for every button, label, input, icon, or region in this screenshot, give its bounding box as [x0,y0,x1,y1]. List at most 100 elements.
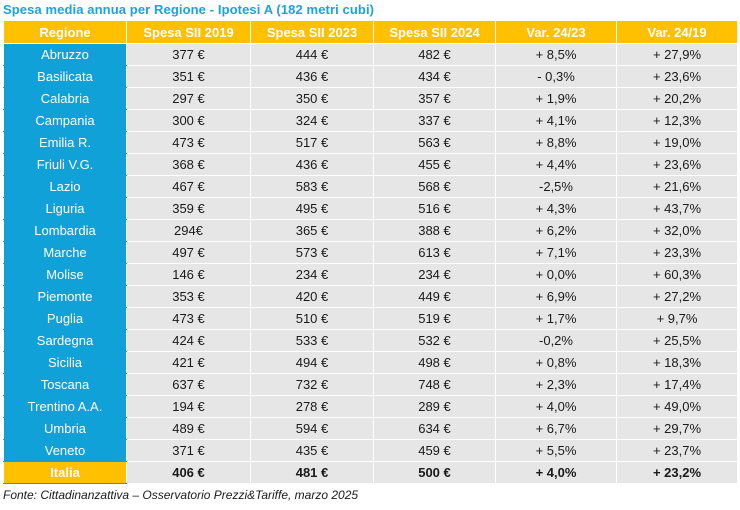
total-var-24-23-cell: + 4,0% [495,461,617,484]
var-24-19-cell: + 32,0% [616,219,738,242]
var-24-23-cell: + 7,1% [495,241,617,264]
spesa-2019-cell: 473 € [126,131,251,154]
spesa-2023-cell: 234 € [250,263,374,286]
table-row: Emilia R. 473 €517 €563 € + 8,8% + 19,0% [3,131,738,154]
region-cell: Puglia [3,307,127,330]
region-cell: Sicilia [3,351,127,374]
var-24-23-cell: + 0,8% [495,351,617,374]
table-row: Marche 497 €573 €613 € + 7,1% + 23,3% [3,241,738,264]
spesa-2023-cell: 510 € [250,307,374,330]
spesa-2019-cell: 353 € [126,285,251,308]
region-cell: Piemonte [3,285,127,308]
spesa-2024-cell: 613 € [373,241,496,264]
spesa-2019-cell: 297 € [126,87,251,110]
var-24-23-cell: + 8,5% [495,43,617,66]
spesa-2023-cell: 494 € [250,351,374,374]
var-24-19-cell: + 25,5% [616,329,738,352]
table-row: Liguria 359 €495 €516 € + 4,3% + 43,7% [3,197,738,220]
spesa-2024-cell: 455 € [373,153,496,176]
total-spesa-2023-cell: 481 € [250,461,374,484]
spesa-2024-cell: 519 € [373,307,496,330]
region-cell: Molise [3,263,127,286]
header-var-24-23: Var. 24/23 [495,20,617,44]
region-cell: Basilicata [3,65,127,88]
var-24-19-cell: + 18,3% [616,351,738,374]
region-cell: Veneto [3,439,127,462]
var-24-19-cell: + 21,6% [616,175,738,198]
spesa-2023-cell: 420 € [250,285,374,308]
spesa-2019-cell: 424 € [126,329,251,352]
spesa-2023-cell: 583 € [250,175,374,198]
var-24-23-cell: + 2,3% [495,373,617,396]
var-24-23-cell: -2,5% [495,175,617,198]
var-24-23-cell: + 6,2% [495,219,617,242]
var-24-23-cell: + 6,9% [495,285,617,308]
table-row: Molise 146 €234 €234 € + 0,0% + 60,3% [3,263,738,286]
spesa-2023-cell: 324 € [250,109,374,132]
spesa-2019-cell: 497 € [126,241,251,264]
table-row: Veneto 371 €435 €459 € + 5,5% + 23,7% [3,439,738,462]
table-row: Campania 300 €324 €337 € + 4,1% + 12,3% [3,109,738,132]
spesa-2019-cell: 294€ [126,219,251,242]
var-24-19-cell: + 23,6% [616,153,738,176]
spesa-2019-cell: 637 € [126,373,251,396]
table-row: Toscana 637 €732 €748 € + 2,3% + 17,4% [3,373,738,396]
spesa-2023-cell: 436 € [250,65,374,88]
table-row: Umbria 489 €594 €634 € + 6,7% + 29,7% [3,417,738,440]
region-cell: Toscana [3,373,127,396]
var-24-23-cell: + 8,8% [495,131,617,154]
spesa-2019-cell: 473 € [126,307,251,330]
spesa-2023-cell: 436 € [250,153,374,176]
spesa-2024-cell: 434 € [373,65,496,88]
spesa-2024-cell: 337 € [373,109,496,132]
table-row: Lombardia 294€ 365 €388 € + 6,2% + 32,0% [3,219,738,242]
total-spesa-2024-cell: 500 € [373,461,496,484]
spesa-2023-cell: 594 € [250,417,374,440]
spesa-2024-cell: 388 € [373,219,496,242]
var-24-23-cell: + 1,9% [495,87,617,110]
header-var-24-19: Var. 24/19 [616,20,738,44]
spesa-2019-cell: 194 € [126,395,251,418]
var-24-23-cell: + 4,0% [495,395,617,418]
header-spesa-2024: Spesa SII 2024 [373,20,496,44]
region-cell: Campania [3,109,127,132]
table-row: Sicilia 421 €494 €498 € + 0,8% + 18,3% [3,351,738,374]
spesa-2019-cell: 300 € [126,109,251,132]
var-24-19-cell: + 27,2% [616,285,738,308]
spesa-2024-cell: 449 € [373,285,496,308]
table-body: Abruzzo 377 €444 €482 € + 8,5% + 27,9% Basil… [3,43,738,484]
total-row: Italia 406 €481 €500 € + 4,0% + 23,2% [3,461,738,484]
var-24-23-cell: + 4,3% [495,197,617,220]
spesa-2023-cell: 444 € [250,43,374,66]
var-24-23-cell: + 0,0% [495,263,617,286]
spesa-2023-cell: 517 € [250,131,374,154]
spesa-2023-cell: 365 € [250,219,374,242]
spesa-2023-cell: 435 € [250,439,374,462]
var-24-19-cell: + 49,0% [616,395,738,418]
header-spesa-2019: Spesa SII 2019 [126,20,251,44]
region-cell: Emilia R. [3,131,127,154]
spending-table: Regione Spesa SII 2019 Spesa SII 2023 Sp… [3,20,738,484]
var-24-19-cell: + 23,6% [616,65,738,88]
table-row: Basilicata 351 €436 €434 € - 0,3% + 23,6% [3,65,738,88]
var-24-19-cell: + 43,7% [616,197,738,220]
region-cell: Umbria [3,417,127,440]
spesa-2023-cell: 533 € [250,329,374,352]
spesa-2024-cell: 634 € [373,417,496,440]
spesa-2019-cell: 368 € [126,153,251,176]
spesa-2024-cell: 568 € [373,175,496,198]
spesa-2024-cell: 482 € [373,43,496,66]
spesa-2024-cell: 748 € [373,373,496,396]
total-spesa-2019-cell: 406 € [126,461,251,484]
spesa-2023-cell: 495 € [250,197,374,220]
header-row: Regione Spesa SII 2019 Spesa SII 2023 Sp… [3,20,738,44]
region-cell: Friuli V.G. [3,153,127,176]
header-spesa-2023: Spesa SII 2023 [250,20,374,44]
var-24-19-cell: + 27,9% [616,43,738,66]
spesa-2019-cell: 371 € [126,439,251,462]
table-row: Piemonte 353 €420 €449 € + 6,9% + 27,2% [3,285,738,308]
region-cell: Lombardia [3,219,127,242]
spesa-2024-cell: 498 € [373,351,496,374]
table-row: Abruzzo 377 €444 €482 € + 8,5% + 27,9% [3,43,738,66]
var-24-23-cell: + 5,5% [495,439,617,462]
